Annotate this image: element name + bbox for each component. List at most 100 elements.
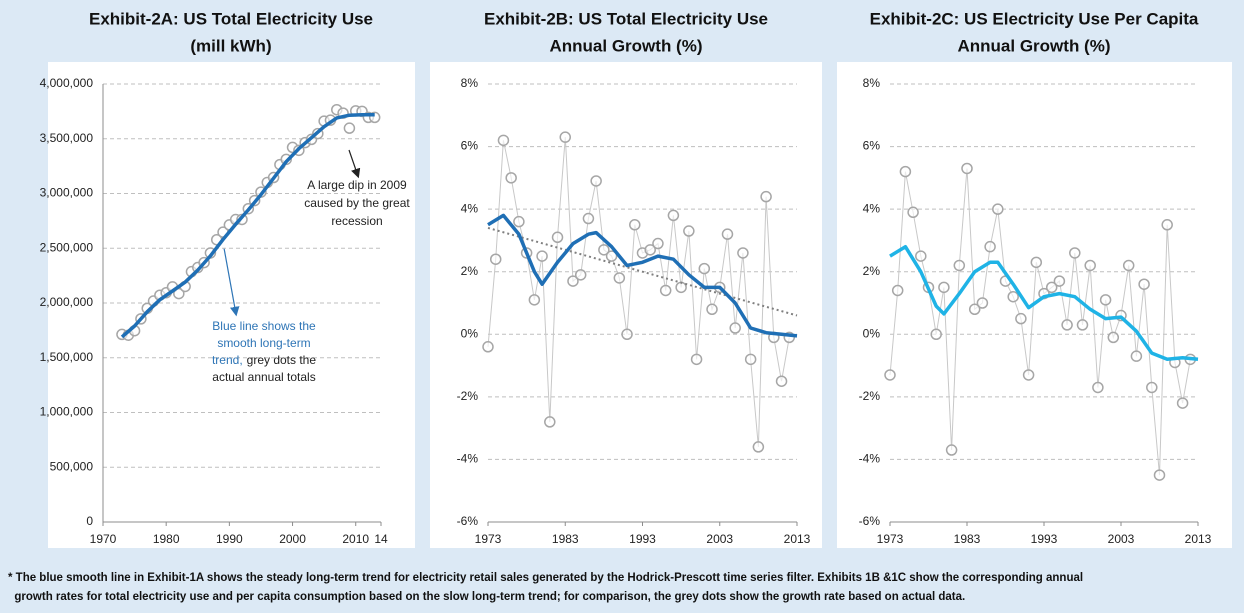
annotation: trend, grey dots the <box>212 353 316 367</box>
data-point <box>1053 275 1066 287</box>
y-tick-label: 1,000,000 <box>40 405 94 419</box>
data-point <box>915 250 927 262</box>
data-point <box>1138 278 1150 290</box>
y-tick-label: 0% <box>461 326 479 340</box>
y-tick-label: 4% <box>461 201 479 215</box>
y-tick-label: 0 <box>86 514 93 528</box>
annotation: A large dip in 2009 <box>307 178 407 192</box>
y-tick-label: -2% <box>859 389 881 403</box>
data-point <box>721 228 734 240</box>
trend-line <box>889 244 1199 362</box>
data-point <box>582 212 595 225</box>
trend-line <box>120 112 375 339</box>
data-point <box>652 237 664 250</box>
data-point <box>907 206 919 219</box>
x-tick-label: 1980 <box>153 532 180 546</box>
y-tick-label: 6% <box>863 139 881 153</box>
y-tick-label: -6% <box>859 514 881 528</box>
y-tick-label: 8% <box>461 76 479 90</box>
data-point <box>528 294 541 306</box>
panel <box>430 62 822 548</box>
data-point <box>598 244 610 256</box>
data-point <box>1176 397 1189 409</box>
annotation-blue: Blue line shows the <box>212 319 316 333</box>
annotation-arrow <box>223 247 240 317</box>
annotation: recession <box>331 214 382 228</box>
y-tick-label: 0% <box>863 326 881 340</box>
data-point <box>744 353 757 366</box>
data-point <box>899 165 912 178</box>
data-point <box>1045 281 1058 294</box>
data-point <box>1076 319 1089 331</box>
data-point <box>513 215 525 228</box>
data-point <box>938 281 950 294</box>
chart-title: Annual Growth (%) <box>958 36 1111 55</box>
data-point <box>968 303 981 316</box>
annotation-grey: grey dots the <box>247 353 317 367</box>
annotation: caused by the great <box>304 196 410 210</box>
data-point <box>1130 350 1143 362</box>
trend-line <box>487 213 798 338</box>
data-point <box>961 162 973 175</box>
chart-title: (mill kWh) <box>190 36 271 55</box>
data-point <box>482 341 494 353</box>
data-point <box>667 209 680 222</box>
chart-title: Exhibit-2C: US Electricity Use Per Capit… <box>870 9 1199 28</box>
data-point <box>659 284 672 297</box>
data-point <box>775 375 788 387</box>
y-tick-label: -2% <box>457 389 479 403</box>
y-tick-label: 500,000 <box>50 459 94 473</box>
data-point <box>629 219 641 231</box>
x-tick-label: 1973 <box>475 532 502 546</box>
x-tick-label: 1990 <box>216 532 243 546</box>
x-tick-label: 1983 <box>954 532 981 546</box>
y-tick-label: -4% <box>859 452 881 466</box>
data-point <box>976 297 989 309</box>
y-tick-label: 1,500,000 <box>40 350 94 364</box>
annotation: Blue line shows the <box>212 319 316 333</box>
y-tick-label: 4,000,000 <box>40 76 94 90</box>
data-point <box>930 328 942 341</box>
data-point <box>698 262 711 275</box>
y-tick-label: 2,000,000 <box>40 295 94 309</box>
x-tick-label: 2000 <box>279 532 306 546</box>
chart-title: Exhibit-2B: US Total Electricity Use <box>484 9 768 28</box>
data-point <box>1061 319 1073 331</box>
y-tick-label: -6% <box>457 514 479 528</box>
data-point <box>505 172 517 184</box>
x-tick-label: 1983 <box>552 532 579 546</box>
data-point <box>613 272 626 284</box>
data-point <box>574 269 587 281</box>
footnote: growth rates for total electricity use a… <box>8 591 965 603</box>
data-point <box>1122 259 1135 272</box>
data-point <box>1030 256 1043 269</box>
data-point <box>590 175 602 187</box>
data-point <box>1015 312 1027 325</box>
data-point <box>992 203 1004 215</box>
data-point <box>1069 247 1081 259</box>
data-point <box>1084 259 1096 272</box>
linear-trend <box>487 226 798 317</box>
x-tick-label: 2013 <box>784 532 811 546</box>
chart-title: Exhibit-2A: US Total Electricity Use <box>89 9 373 28</box>
x-tick-label: 1970 <box>90 532 117 546</box>
data-point <box>760 190 772 203</box>
data-point <box>706 303 718 316</box>
data-point <box>984 240 996 253</box>
x-tick-label: 14 <box>374 532 388 546</box>
data-point <box>1092 381 1104 394</box>
x-tick-label: 1973 <box>877 532 904 546</box>
footnote: * The blue smooth line in Exhibit-1A sho… <box>8 572 1083 584</box>
data-point <box>567 275 579 287</box>
y-tick-label: 2% <box>863 264 881 278</box>
x-tick-label: 1993 <box>1031 532 1058 546</box>
data-point <box>675 281 687 294</box>
data-point <box>605 250 618 262</box>
data-point <box>891 284 904 297</box>
data-point <box>1022 369 1035 381</box>
data-point <box>559 131 571 143</box>
data-point <box>644 244 656 256</box>
data-point <box>621 328 633 341</box>
data-point <box>1007 290 1019 303</box>
